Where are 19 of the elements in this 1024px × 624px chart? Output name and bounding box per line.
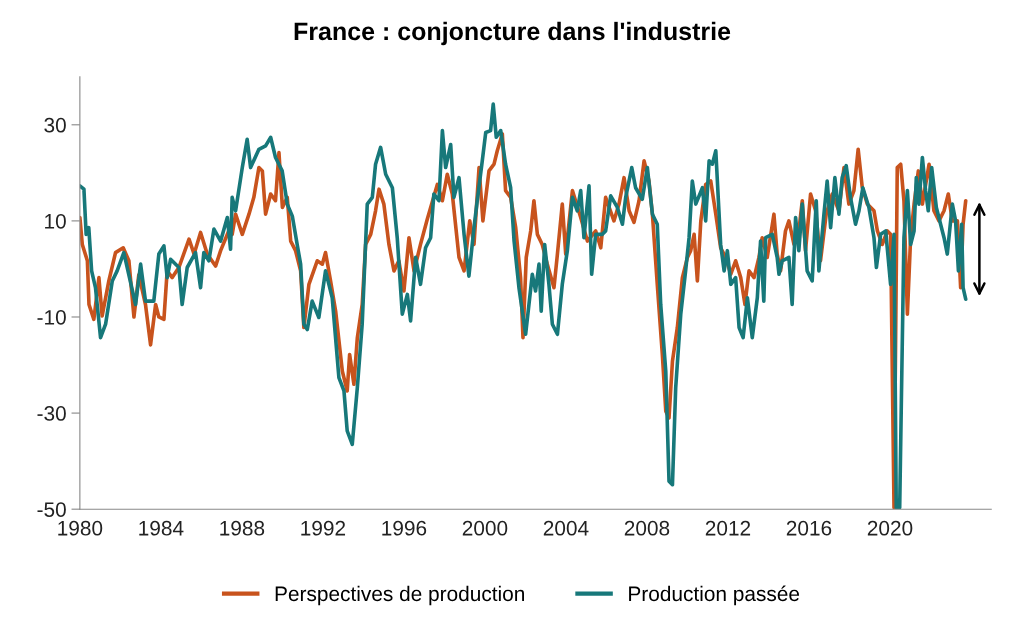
x-tick-label: 2016 (786, 520, 832, 536)
x-tick-label: 1992 (301, 520, 346, 536)
x-tick-label: 2008 (624, 520, 670, 536)
chart-title: France : conjoncture dans l'industrie (294, 21, 731, 46)
x-tick-label: 1996 (382, 520, 427, 536)
x-tick-label: 2004 (543, 520, 589, 536)
y-tick-label: 10 (45, 213, 66, 229)
legend-label: Production passée (629, 585, 800, 606)
x-tick-label: 1980 (58, 520, 103, 536)
legend-label: Perspectives de production (275, 585, 524, 606)
x-tick-label: 2000 (462, 520, 508, 536)
x-tick-label: 2012 (705, 520, 751, 536)
y-tick-label: 30 (44, 117, 66, 133)
y-tick-label: -10 (37, 309, 66, 325)
x-tick-label: 1988 (220, 520, 265, 536)
x-tick-label: 2020 (867, 520, 913, 536)
x-tick-label: 1984 (139, 520, 184, 536)
y-tick-label: -50 (37, 502, 66, 517)
y-tick-label: -30 (37, 406, 66, 421)
